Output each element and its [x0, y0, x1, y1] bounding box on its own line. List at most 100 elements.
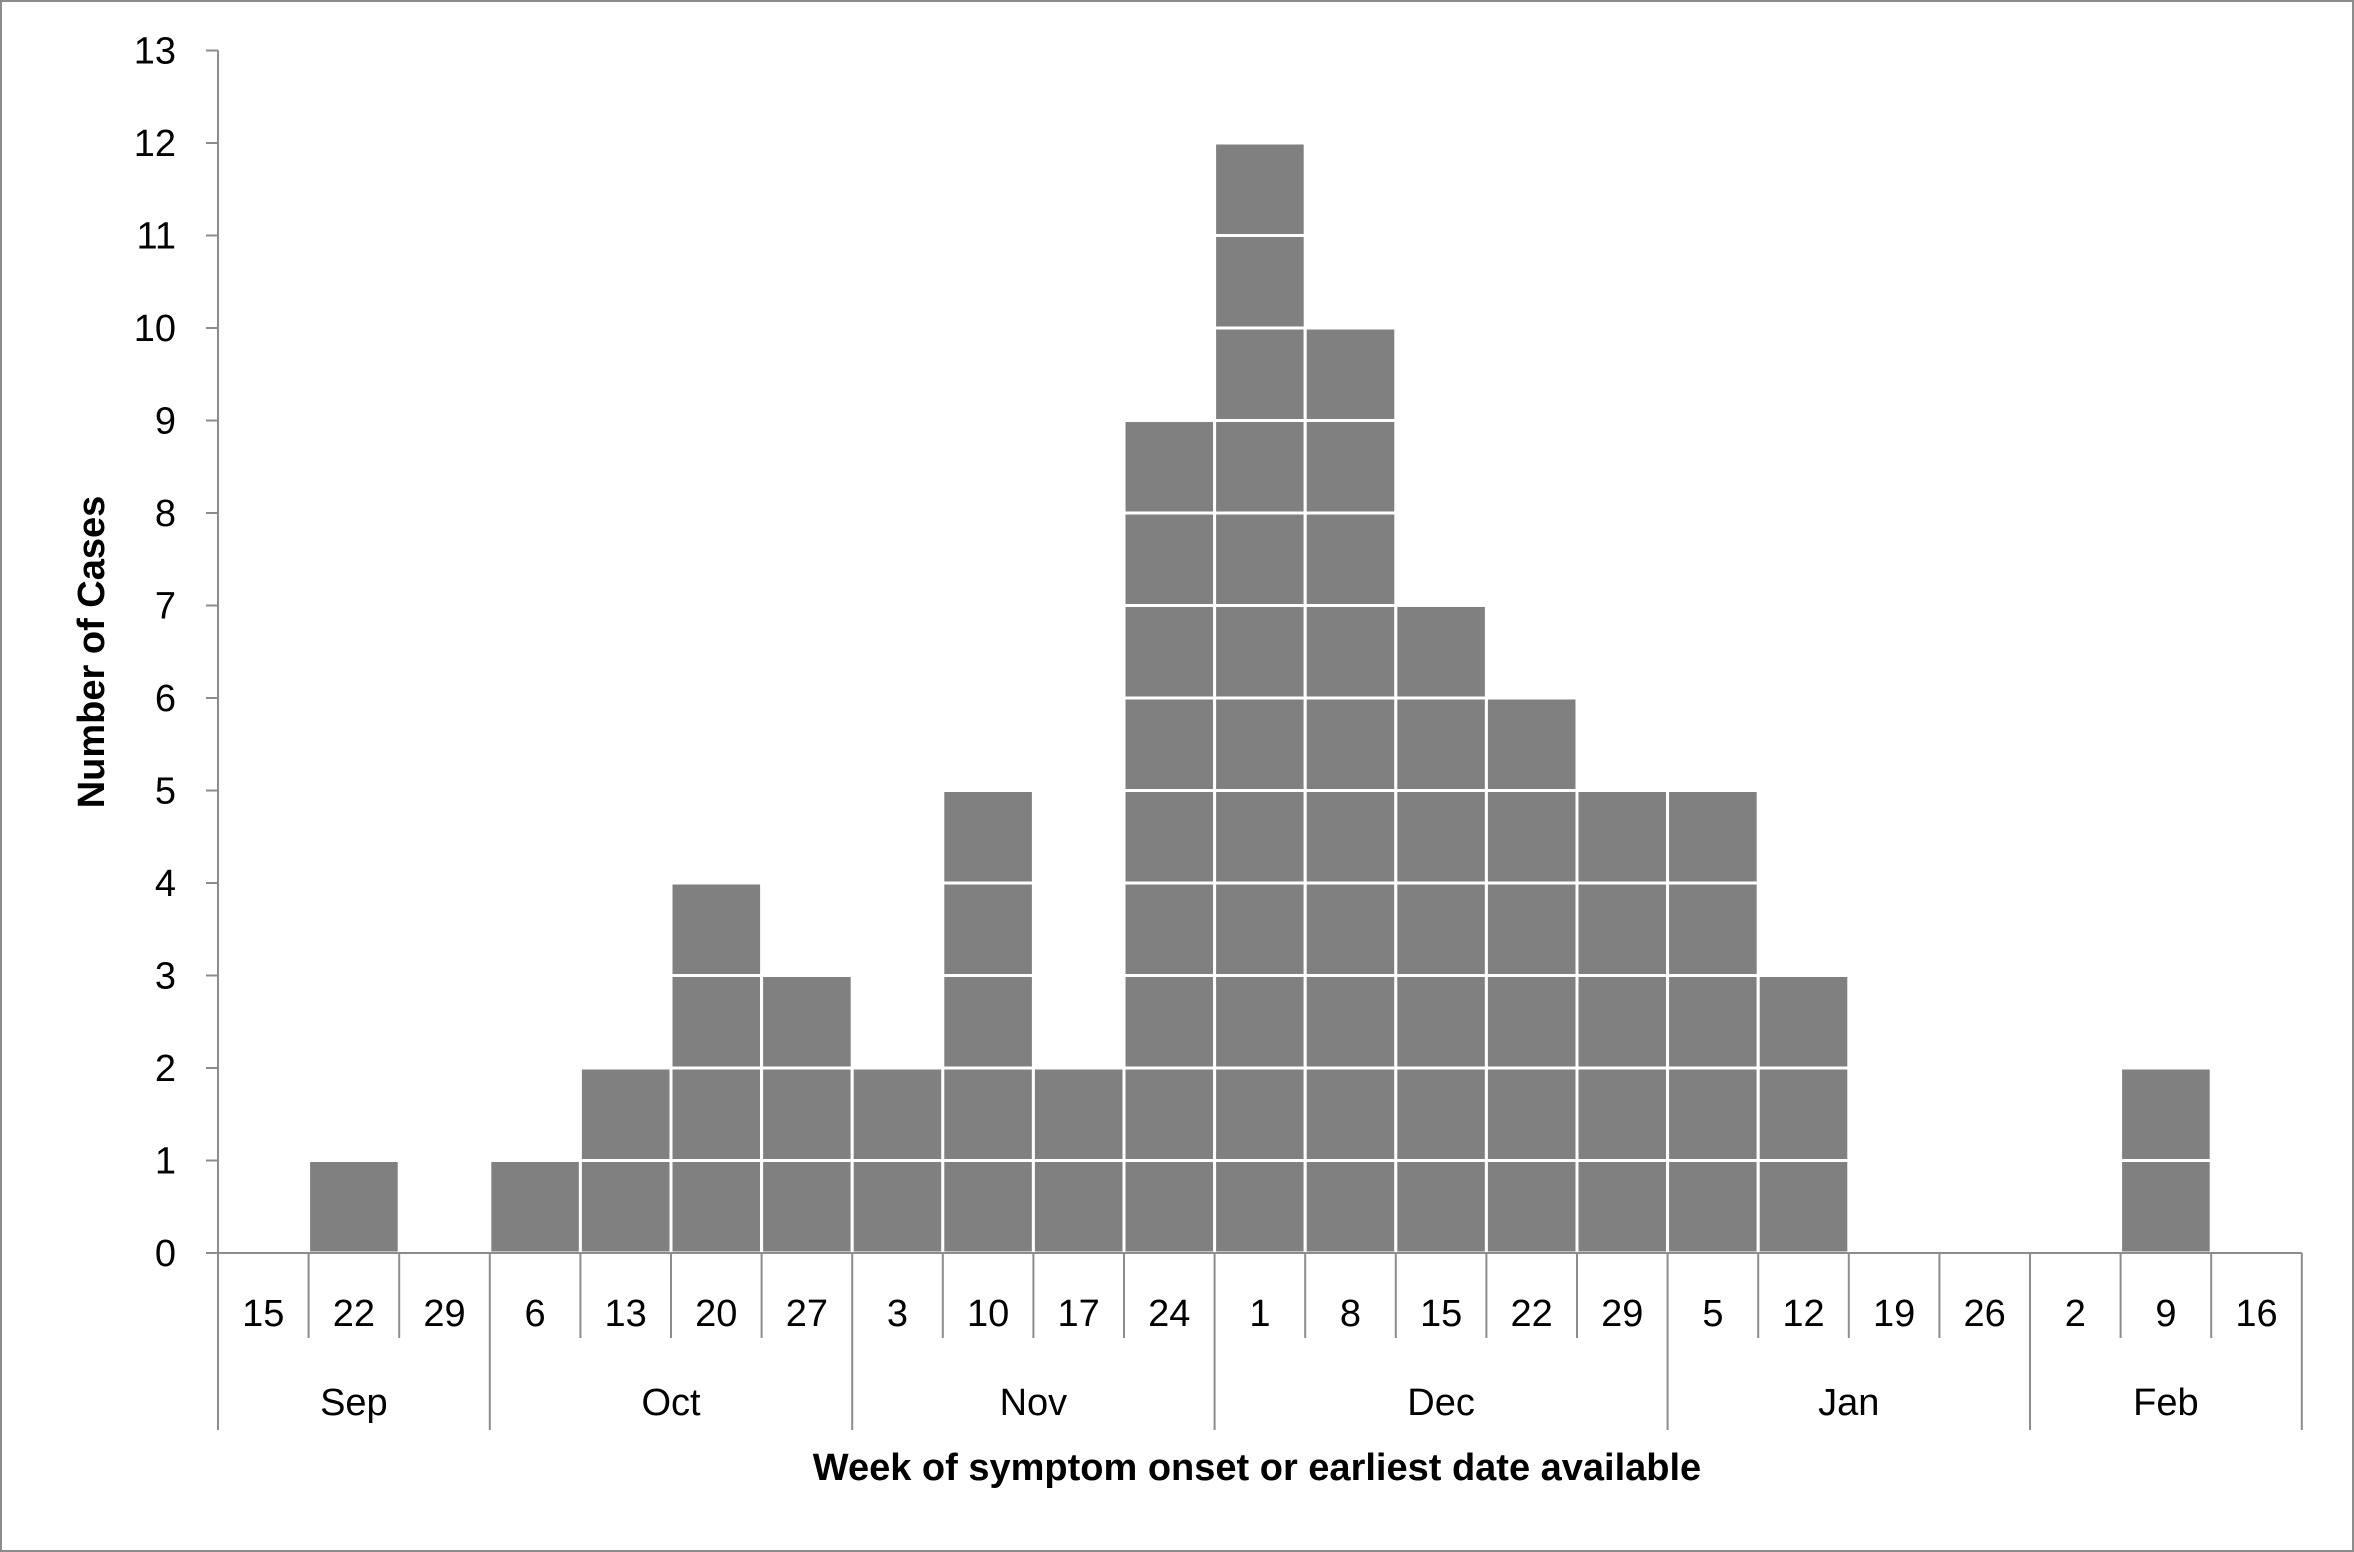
x-week-label: 15: [1420, 1293, 1462, 1335]
x-axis-title: Week of symptom onset or earliest date a…: [813, 1447, 1701, 1489]
case-square-week-24-5: [1122, 789, 1217, 885]
case-square-week-17-2: [1031, 1066, 1126, 1162]
y-tick-label: 1: [155, 1141, 176, 1183]
y-tick-label: 4: [155, 863, 176, 905]
y-tick-label: 13: [134, 31, 176, 73]
case-square-week-1-7: [1213, 604, 1307, 700]
case-square-week-1-9: [1213, 419, 1307, 515]
y-tick-label: 12: [134, 123, 176, 165]
case-square-week-8-3: [1303, 974, 1398, 1070]
case-square-week-24-7: [1122, 604, 1217, 700]
case-square-week-29-1: [1575, 1159, 1670, 1255]
case-square-week-5-2: [1666, 1066, 1760, 1162]
y-tick-label: 0: [155, 1233, 176, 1275]
y-tick-label: 7: [155, 586, 176, 628]
y-tick-label: 2: [155, 1048, 176, 1090]
x-month-label: Feb: [2133, 1382, 2198, 1424]
case-square-week-8-9: [1303, 419, 1398, 515]
x-month-label: Sep: [320, 1382, 388, 1424]
case-square-week-22-5: [1484, 789, 1579, 885]
case-square-week-3-1: [850, 1159, 945, 1255]
case-square-week-12-1: [1756, 1159, 1851, 1255]
case-square-week-8-5: [1303, 789, 1398, 885]
bars-group: [307, 141, 2213, 1255]
x-week-label: 13: [605, 1293, 647, 1335]
case-square-week-24-6: [1122, 696, 1217, 792]
x-axis-month-groups: Sep Oct Nov Dec Jan Feb: [217, 1338, 2303, 1430]
case-square-week-24-4: [1122, 881, 1217, 977]
case-square-week-8-6: [1303, 696, 1398, 792]
case-square-week-10-1: [941, 1159, 1035, 1255]
x-week-label: 3: [887, 1293, 908, 1335]
case-square-week-20-1: [669, 1159, 764, 1255]
case-square-week-12-2: [1756, 1066, 1851, 1162]
case-square-week-9-1: [2119, 1159, 2213, 1255]
case-square-week-29-4: [1575, 881, 1670, 977]
x-week-label: 15: [242, 1293, 284, 1335]
case-square-week-8-10: [1303, 326, 1398, 422]
case-square-week-1-8: [1213, 511, 1307, 607]
case-square-week-24-9: [1122, 419, 1217, 515]
x-week-label: 26: [1964, 1293, 2006, 1335]
case-square-week-20-4: [669, 881, 764, 977]
x-month-label: Dec: [1407, 1382, 1475, 1424]
case-square-week-29-5: [1575, 789, 1670, 885]
case-square-week-1-12: [1213, 141, 1307, 237]
case-square-week-13-2: [578, 1066, 673, 1162]
case-square-week-20-2: [669, 1066, 764, 1162]
case-square-week-27-1: [760, 1159, 854, 1255]
case-square-week-13-1: [578, 1159, 673, 1255]
case-square-week-1-2: [1213, 1066, 1307, 1162]
x-week-label: 22: [1511, 1293, 1553, 1335]
case-square-week-6-1: [488, 1159, 582, 1255]
x-week-label: 19: [1873, 1293, 1915, 1335]
case-square-week-15-5: [1394, 789, 1488, 885]
case-square-week-5-1: [1666, 1159, 1760, 1255]
case-square-week-15-2: [1394, 1066, 1488, 1162]
case-square-week-15-1: [1394, 1159, 1488, 1255]
case-square-week-24-3: [1122, 974, 1217, 1070]
x-week-label: 16: [2235, 1293, 2277, 1335]
case-square-week-10-4: [941, 881, 1035, 977]
case-square-week-1-6: [1213, 696, 1307, 792]
y-tick-label: 11: [137, 216, 176, 258]
case-square-week-3-2: [850, 1066, 945, 1162]
case-square-week-9-2: [2119, 1066, 2213, 1162]
x-week-label: 2: [2065, 1293, 2086, 1335]
case-square-week-5-4: [1666, 881, 1760, 977]
case-square-week-15-4: [1394, 881, 1488, 977]
case-square-week-27-2: [760, 1066, 854, 1162]
case-square-week-24-2: [1122, 1066, 1217, 1162]
y-tick-label: 8: [155, 493, 176, 535]
case-square-week-1-3: [1213, 974, 1307, 1070]
case-square-week-5-3: [1666, 974, 1760, 1070]
y-tick-label: 9: [155, 401, 176, 443]
y-tick-label: 10: [134, 308, 176, 350]
x-week-label: 1: [1249, 1293, 1270, 1335]
case-square-week-15-6: [1394, 696, 1488, 792]
case-square-week-8-8: [1303, 511, 1398, 607]
case-square-week-10-5: [941, 789, 1035, 885]
case-square-week-1-4: [1213, 881, 1307, 977]
y-tick-label: 3: [155, 956, 176, 998]
case-square-week-8-4: [1303, 881, 1398, 977]
x-week-label: 24: [1148, 1293, 1190, 1335]
case-square-week-17-1: [1031, 1159, 1126, 1255]
x-week-label: 29: [423, 1293, 465, 1335]
case-square-week-1-5: [1213, 789, 1307, 885]
case-square-week-22-1: [1484, 1159, 1579, 1255]
x-week-label: 9: [2155, 1293, 2176, 1335]
y-tick-label: 5: [155, 771, 176, 813]
x-week-label: 22: [333, 1293, 375, 1335]
case-square-week-24-1: [1122, 1159, 1217, 1255]
case-square-week-10-3: [941, 974, 1035, 1070]
y-tick-label: 6: [155, 678, 176, 720]
case-square-week-24-8: [1122, 511, 1217, 607]
x-week-label: 5: [1702, 1293, 1723, 1335]
case-square-week-22-3: [1484, 974, 1579, 1070]
case-square-week-15-3: [1394, 974, 1488, 1070]
case-square-week-8-7: [1303, 604, 1398, 700]
x-week-label: 8: [1340, 1293, 1361, 1335]
case-square-week-1-10: [1213, 326, 1307, 422]
